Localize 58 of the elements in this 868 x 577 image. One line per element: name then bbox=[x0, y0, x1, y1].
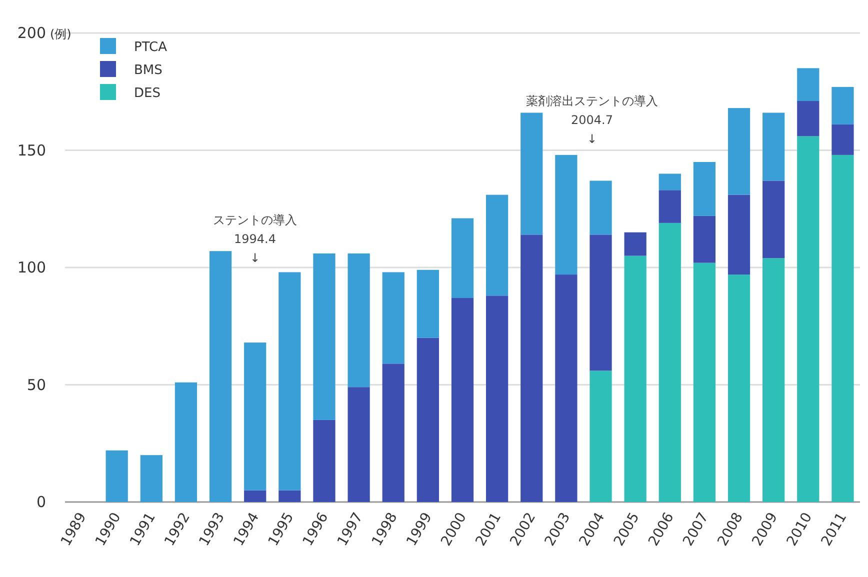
bar bbox=[658, 190, 681, 223]
y-tick-label: 50 bbox=[26, 376, 46, 394]
bar bbox=[382, 272, 404, 364]
y-tick-label: 0 bbox=[36, 493, 46, 511]
bar bbox=[590, 180, 612, 235]
bar bbox=[797, 136, 820, 502]
bar bbox=[313, 420, 336, 502]
bar bbox=[728, 194, 750, 275]
bar bbox=[106, 450, 128, 502]
bar bbox=[555, 154, 578, 275]
bar bbox=[486, 296, 508, 502]
bar bbox=[762, 112, 785, 181]
bar bbox=[762, 258, 785, 502]
bar bbox=[693, 162, 716, 216]
legend-label: DES bbox=[134, 86, 160, 101]
bar bbox=[797, 101, 820, 136]
bar bbox=[209, 251, 232, 502]
bar bbox=[278, 490, 301, 502]
bar bbox=[416, 338, 439, 502]
bar bbox=[244, 342, 266, 490]
bar bbox=[693, 262, 716, 502]
bar bbox=[832, 154, 854, 502]
bar bbox=[728, 274, 750, 502]
y-tick-label: 200 bbox=[17, 24, 46, 42]
bar bbox=[797, 68, 820, 102]
bar bbox=[451, 298, 474, 502]
bar bbox=[520, 112, 543, 235]
bar bbox=[140, 455, 162, 502]
bar bbox=[658, 222, 681, 502]
y-tick-label: 100 bbox=[17, 258, 46, 276]
annotation: ステントの導入 1994.4 ↓ bbox=[213, 213, 297, 265]
bar bbox=[348, 387, 370, 502]
bar bbox=[486, 194, 508, 296]
bar bbox=[416, 270, 439, 338]
legend-label: PTCA bbox=[134, 40, 168, 55]
bar bbox=[832, 124, 854, 155]
bar bbox=[693, 216, 716, 263]
bar bbox=[313, 253, 336, 420]
bar bbox=[278, 272, 301, 490]
legend-label: BMS bbox=[134, 63, 162, 78]
bar bbox=[382, 364, 404, 502]
bar bbox=[590, 370, 612, 502]
bar bbox=[244, 490, 266, 502]
y-axis-title: (例) bbox=[50, 27, 72, 41]
annotation: 薬剤溶出ステントの導入 2004.7 ↓ bbox=[526, 94, 658, 146]
bar bbox=[762, 180, 785, 258]
bar bbox=[348, 253, 370, 388]
bar bbox=[832, 86, 854, 124]
bar bbox=[555, 274, 578, 502]
bar bbox=[451, 218, 474, 298]
bar bbox=[624, 256, 646, 502]
bar bbox=[520, 234, 543, 502]
bar bbox=[624, 232, 646, 256]
bar bbox=[658, 174, 681, 190]
y-tick-label: 150 bbox=[17, 141, 46, 160]
bar bbox=[590, 234, 612, 371]
bar bbox=[174, 382, 198, 502]
bar bbox=[728, 108, 750, 195]
